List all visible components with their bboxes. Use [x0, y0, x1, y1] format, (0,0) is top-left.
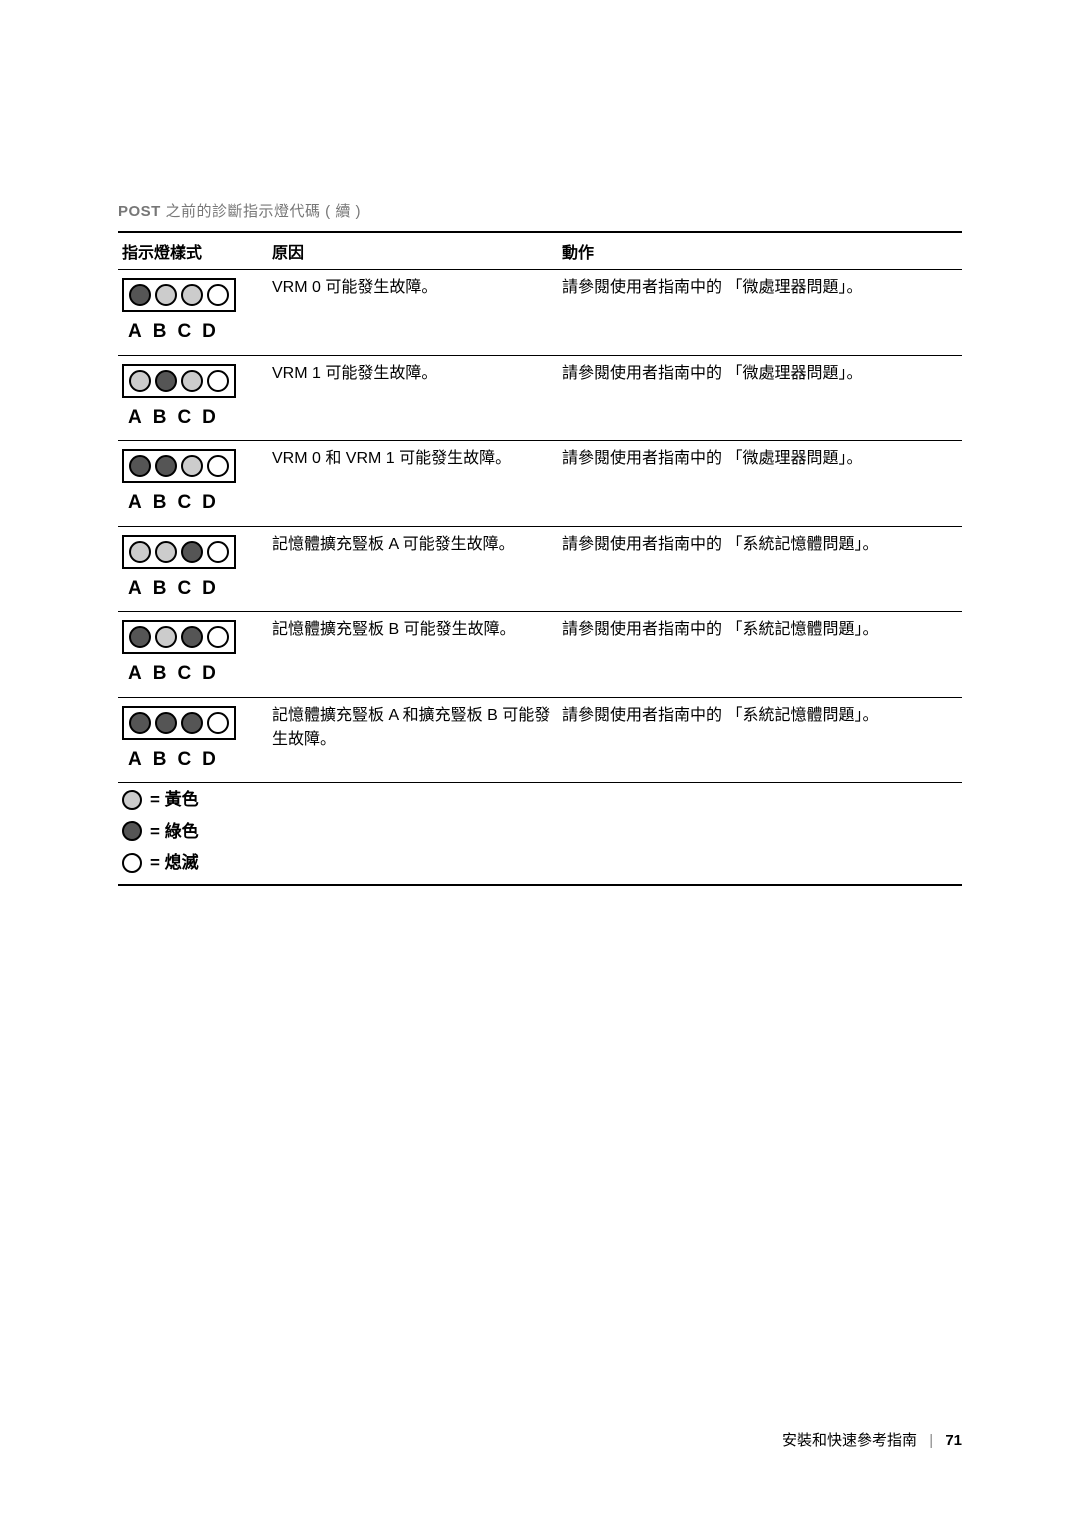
- abcd-label: ABCD: [128, 575, 264, 604]
- cell-action: 請參閱使用者指南中的 「系統記憶體問題」。: [558, 697, 962, 783]
- abcd-label: ABCD: [128, 660, 264, 689]
- footer-text: 安裝和快速參考指南: [782, 1432, 917, 1449]
- cell-action: 請參閱使用者指南中的 「微處理器問題」。: [558, 270, 962, 356]
- led-yellow-icon: [122, 790, 142, 810]
- legend-off-label: = 熄滅: [150, 850, 199, 876]
- col-header-pattern: 指示燈樣式: [118, 232, 268, 270]
- legend-off: = 熄滅: [122, 850, 958, 876]
- led-yellow-icon: [129, 370, 151, 392]
- led-green-icon: [129, 626, 151, 648]
- table-row: ABCD記憶體擴充豎板 A 和擴充豎板 B 可能發生故障。請參閱使用者指南中的 …: [118, 697, 962, 783]
- led-yellow-icon: [129, 541, 151, 563]
- abcd-label: ABCD: [128, 318, 264, 347]
- led-yellow-icon: [181, 455, 203, 477]
- table-row: ABCD記憶體擴充豎板 B 可能發生故障。請參閱使用者指南中的 「系統記憶體問題…: [118, 612, 962, 698]
- led-green-icon: [155, 712, 177, 734]
- led-green-icon: [181, 712, 203, 734]
- legend-yellow-label: = 黃色: [150, 787, 199, 813]
- led-off-icon: [207, 712, 229, 734]
- led-green-icon: [122, 821, 142, 841]
- led-pattern-box: [122, 449, 236, 483]
- led-off-icon: [207, 284, 229, 306]
- title-text: 之前的診斷指示燈代碼 ( 續 ): [166, 203, 362, 220]
- title-prefix: POST: [118, 203, 161, 220]
- led-yellow-icon: [181, 370, 203, 392]
- cell-cause: VRM 0 可能發生故障。: [268, 270, 558, 356]
- cell-pattern: ABCD: [118, 612, 268, 698]
- led-green-icon: [181, 626, 203, 648]
- cell-action: 請參閱使用者指南中的 「系統記憶體問題」。: [558, 612, 962, 698]
- led-green-icon: [155, 370, 177, 392]
- legend-green: = 綠色: [122, 819, 958, 845]
- led-yellow-icon: [155, 284, 177, 306]
- footer-page-number: 71: [945, 1432, 962, 1449]
- table-row: ABCD記憶體擴充豎板 A 可能發生故障。請參閱使用者指南中的 「系統記憶體問題…: [118, 526, 962, 612]
- led-off-icon: [207, 455, 229, 477]
- led-yellow-icon: [155, 626, 177, 648]
- cell-cause: 記憶體擴充豎板 B 可能發生故障。: [268, 612, 558, 698]
- led-green-icon: [181, 541, 203, 563]
- led-green-icon: [129, 455, 151, 477]
- cell-action: 請參閱使用者指南中的 「微處理器問題」。: [558, 355, 962, 441]
- led-green-icon: [129, 284, 151, 306]
- cell-pattern: ABCD: [118, 355, 268, 441]
- led-off-icon: [122, 853, 142, 873]
- table-title: POST 之前的診斷指示燈代碼 ( 續 ): [118, 200, 962, 221]
- abcd-label: ABCD: [128, 746, 264, 775]
- led-pattern-box: [122, 535, 236, 569]
- abcd-label: ABCD: [128, 489, 264, 518]
- cell-cause: VRM 0 和 VRM 1 可能發生故障。: [268, 441, 558, 527]
- led-pattern-box: [122, 620, 236, 654]
- footer-separator: |: [921, 1432, 941, 1449]
- cell-cause: VRM 1 可能發生故障。: [268, 355, 558, 441]
- abcd-label: ABCD: [128, 404, 264, 433]
- cell-cause: 記憶體擴充豎板 A 和擴充豎板 B 可能發生故障。: [268, 697, 558, 783]
- led-off-icon: [207, 370, 229, 392]
- cell-action: 請參閱使用者指南中的 「微處理器問題」。: [558, 441, 962, 527]
- led-off-icon: [207, 626, 229, 648]
- table-row: ABCDVRM 1 可能發生故障。請參閱使用者指南中的 「微處理器問題」。: [118, 355, 962, 441]
- cell-action: 請參閱使用者指南中的 「系統記憶體問題」。: [558, 526, 962, 612]
- led-yellow-icon: [155, 541, 177, 563]
- table-row: ABCDVRM 0 可能發生故障。請參閱使用者指南中的 「微處理器問題」。: [118, 270, 962, 356]
- led-pattern-box: [122, 706, 236, 740]
- table-row: ABCDVRM 0 和 VRM 1 可能發生故障。請參閱使用者指南中的 「微處理…: [118, 441, 962, 527]
- led-pattern-box: [122, 278, 236, 312]
- cell-pattern: ABCD: [118, 441, 268, 527]
- col-header-cause: 原因: [268, 232, 558, 270]
- led-green-icon: [155, 455, 177, 477]
- cell-pattern: ABCD: [118, 526, 268, 612]
- legend-green-label: = 綠色: [150, 819, 199, 845]
- diagnostic-led-table: 指示燈樣式 原因 動作 ABCDVRM 0 可能發生故障。請參閱使用者指南中的 …: [118, 231, 962, 886]
- cell-pattern: ABCD: [118, 270, 268, 356]
- led-off-icon: [207, 541, 229, 563]
- cell-pattern: ABCD: [118, 697, 268, 783]
- cell-cause: 記憶體擴充豎板 A 可能發生故障。: [268, 526, 558, 612]
- col-header-action: 動作: [558, 232, 962, 270]
- led-yellow-icon: [181, 284, 203, 306]
- legend-yellow: = 黃色: [122, 787, 958, 813]
- led-pattern-box: [122, 364, 236, 398]
- led-green-icon: [129, 712, 151, 734]
- page-footer: 安裝和快速參考指南 | 71: [782, 1429, 962, 1450]
